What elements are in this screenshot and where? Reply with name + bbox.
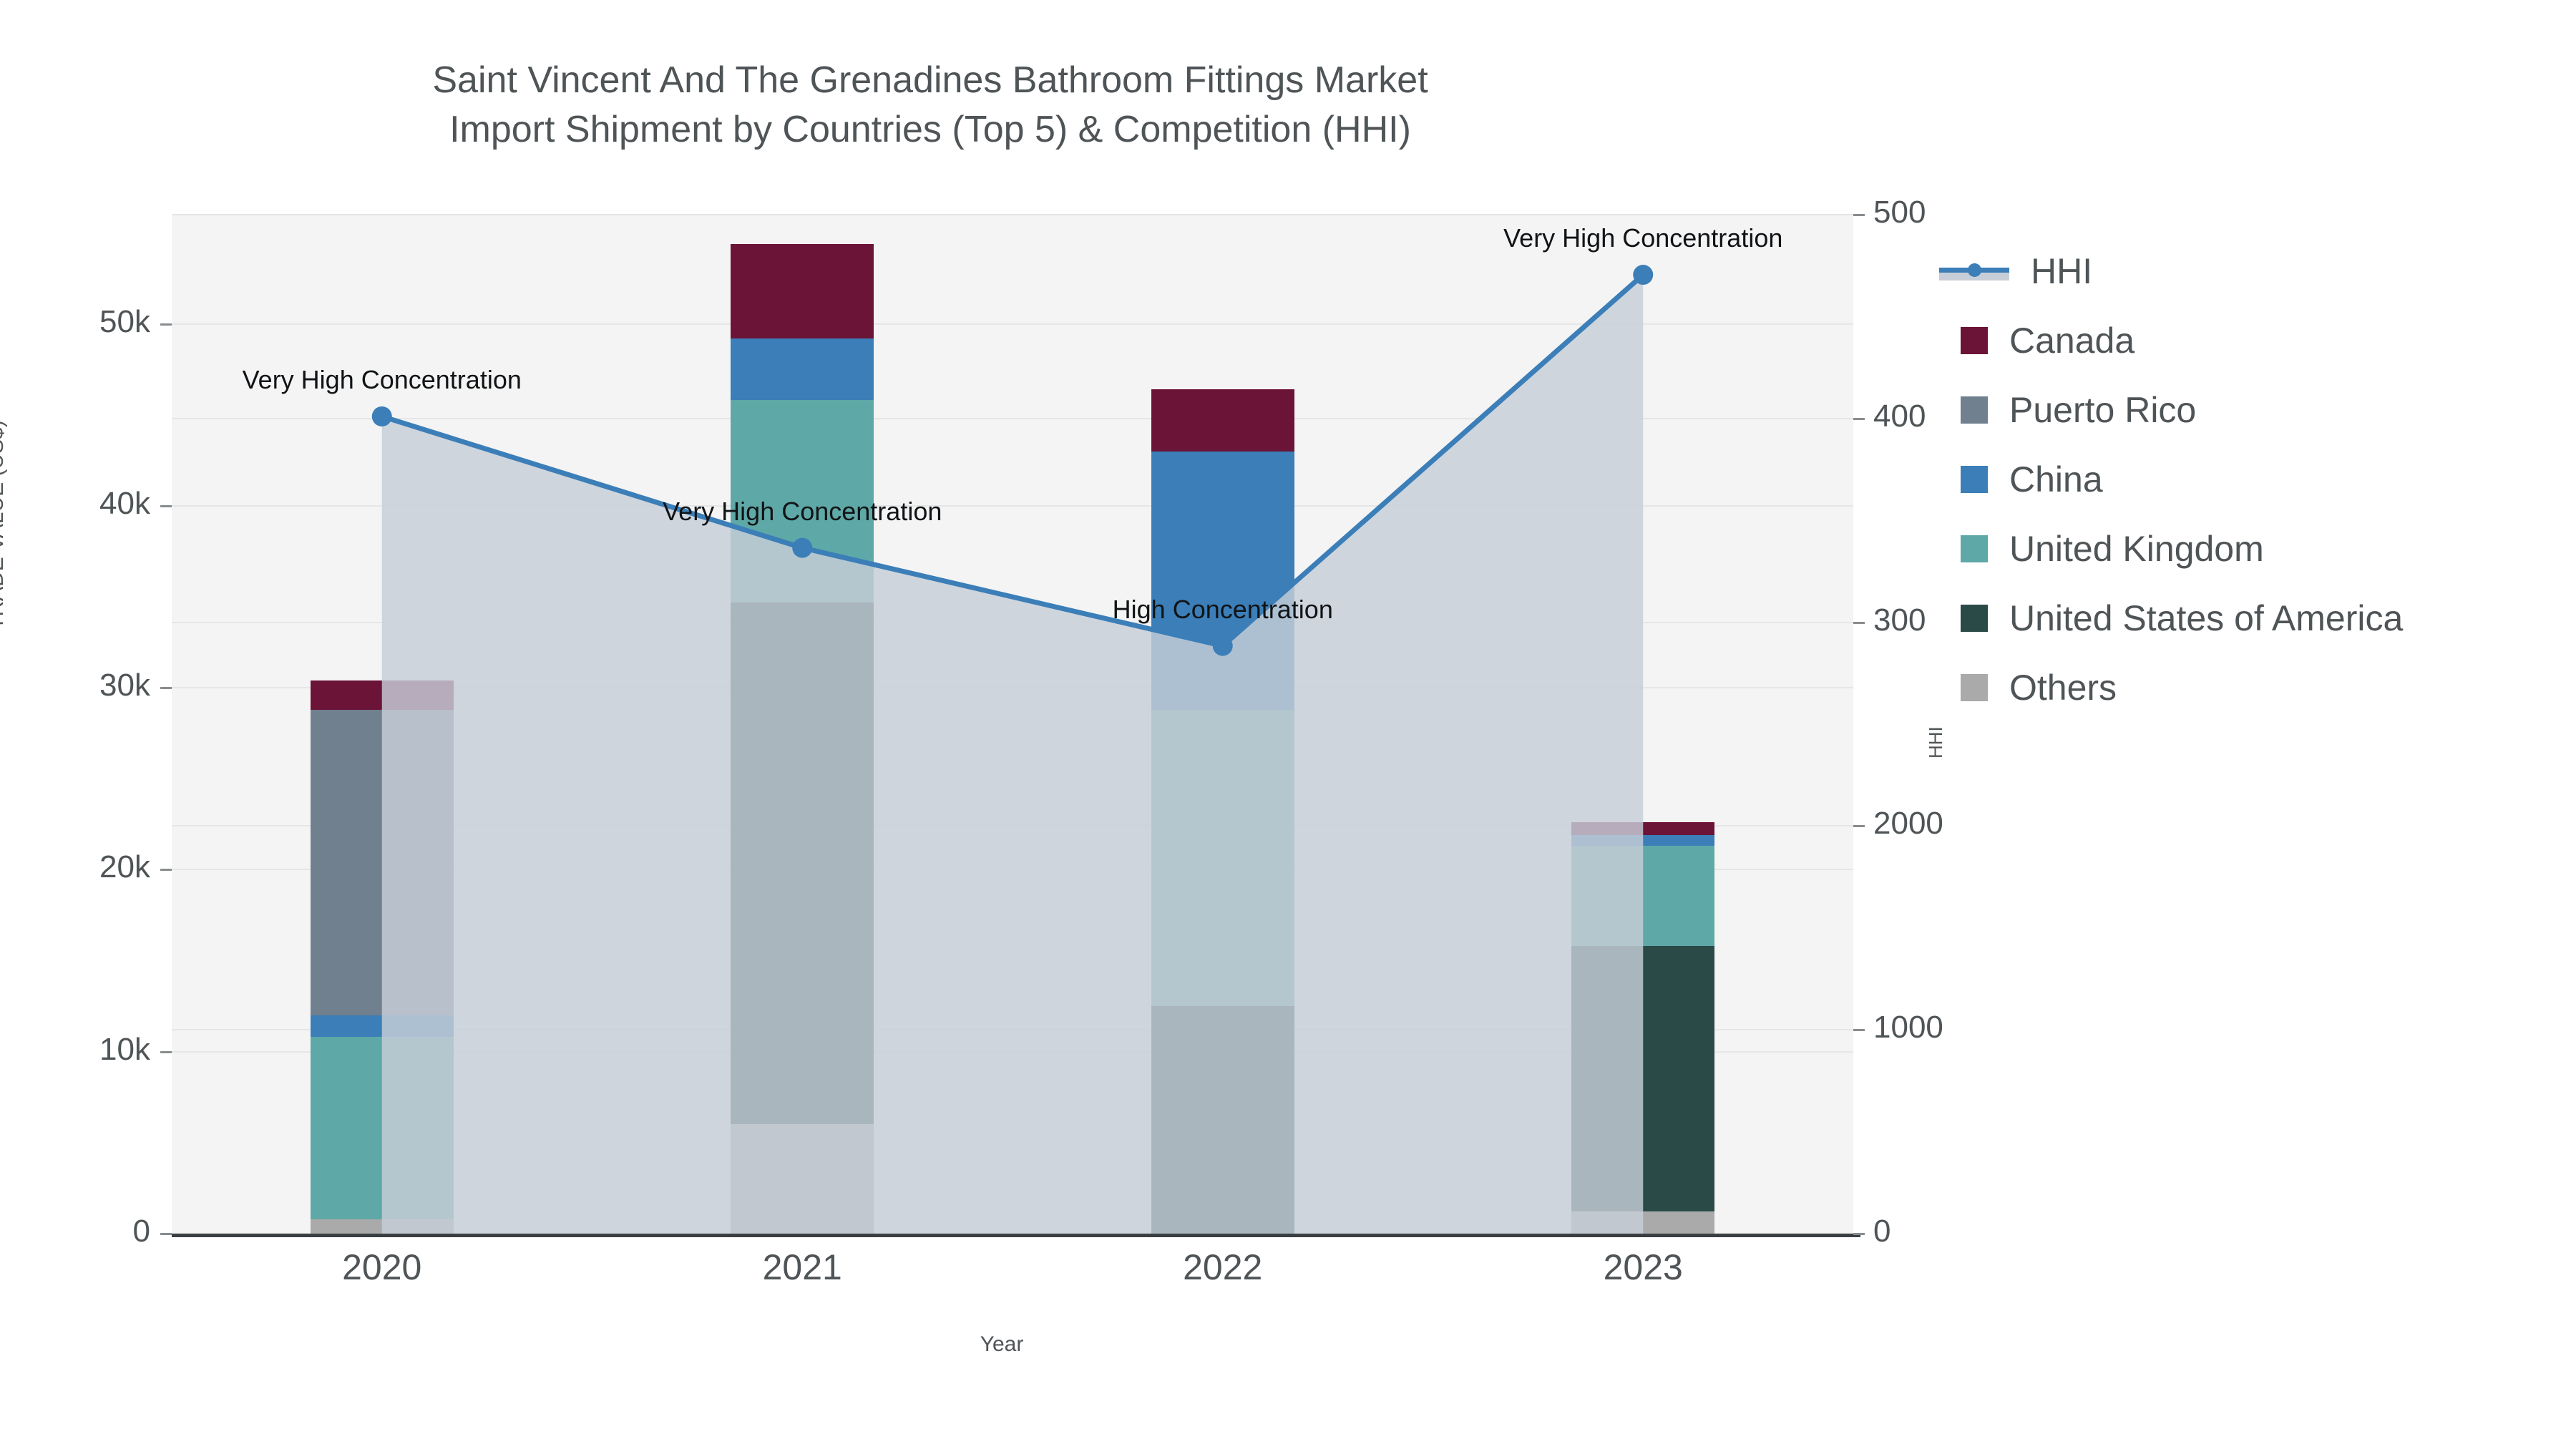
y-tick-label-right: 0 [1873, 1214, 1891, 1249]
y-tick-mark-right [1853, 417, 1865, 420]
bar-segment [1151, 1006, 1294, 1234]
bar-segment [310, 1037, 454, 1219]
legend-swatch-icon [1961, 604, 1988, 632]
gridline [172, 323, 1853, 325]
y-tick-label-left: 40k [99, 485, 150, 521]
page-title: Saint Vincent And The Grenadines Bathroo… [432, 59, 1428, 150]
y-tick-mark-right [1853, 1233, 1865, 1235]
bar-segment [310, 709, 454, 1015]
bar-segment [1571, 1211, 1715, 1234]
y-tick-mark-left [160, 1233, 172, 1235]
bar-segment [310, 1219, 454, 1234]
bar-segment [1151, 389, 1294, 452]
bar-segment [1571, 946, 1715, 1212]
legend-item-label: China [2009, 459, 2103, 499]
y-tick-label-left: 30k [99, 668, 150, 703]
x-tick-label: 2022 [1183, 1247, 1263, 1287]
legend-item-label: United States of America [2009, 597, 2404, 638]
legend-item-label: Puerto Rico [2009, 389, 2197, 430]
y-tick-mark-left [160, 869, 172, 872]
legend-item-label: Others [2009, 667, 2117, 708]
legend-item-china[interactable]: China [1961, 444, 2562, 514]
y-tick-mark-right [1853, 621, 1865, 624]
bar-segment [731, 243, 874, 338]
x-axis-line [172, 1234, 1860, 1237]
y-tick-label-left: 10k [99, 1031, 150, 1067]
legend-item-united-states-of-america[interactable]: United States of America [1961, 583, 2562, 653]
bar-segment [731, 338, 874, 401]
y-tick-mark-right [1853, 1029, 1865, 1032]
y-tick-mark-left [160, 323, 172, 326]
hhi-annotation: Very High Concentration [242, 364, 522, 394]
y-tick-label-right: 500 [1873, 195, 1926, 230]
y-tick-label-left: 0 [132, 1214, 150, 1249]
x-tick-label: 2023 [1603, 1247, 1683, 1287]
y-tick-label-right: 1000 [1873, 1010, 1943, 1045]
legend-item-canada[interactable]: Canada [1961, 306, 2562, 375]
legend-item-others[interactable]: Others [1961, 653, 2562, 722]
y-tick-label-left: 20k [99, 849, 150, 885]
legend-item-label: HHI [2031, 250, 2093, 291]
legend-item-label: United Kingdom [2009, 528, 2264, 569]
legend-swatch-icon [1961, 465, 1988, 493]
y-tick-label-right: 2000 [1873, 806, 1943, 841]
legend-swatch-icon [1961, 396, 1988, 424]
y-tick-label-left: 50k [99, 303, 150, 339]
y-tick-mark-right [1853, 825, 1865, 828]
y-axis-title-left: TRADE VALUE (US$) [0, 420, 8, 630]
legend-line-icon [1939, 258, 2009, 285]
legend-swatch-icon [1961, 326, 1988, 354]
hhi-annotation: Very High Concentration [1503, 223, 1783, 253]
y-axis-title-right: HHI [1925, 726, 1946, 758]
bar-segment [731, 602, 874, 1125]
y-tick-mark-left [160, 1050, 172, 1053]
x-axis-title: Year [980, 1332, 1024, 1356]
hhi-annotation: High Concentration [1112, 594, 1333, 624]
bar-segment [1571, 846, 1715, 947]
y-tick-label-right: 400 [1873, 398, 1926, 434]
gridline [172, 214, 1853, 215]
bar-segment [731, 1124, 874, 1234]
bar-segment [1571, 822, 1715, 836]
x-tick-label: 2020 [342, 1247, 422, 1287]
legend-item-hhi[interactable]: HHI [1939, 236, 2562, 306]
bar-segment [310, 680, 454, 710]
legend-item-united-kingdom[interactable]: United Kingdom [1961, 514, 2562, 583]
legend-item-puerto-rico[interactable]: Puerto Rico [1961, 375, 2562, 444]
x-tick-label: 2021 [762, 1247, 842, 1287]
legend-swatch-icon [1961, 673, 1988, 701]
hhi-annotation: Very High Concentration [663, 496, 942, 526]
y-tick-mark-right [1853, 214, 1865, 216]
y-tick-mark-left [160, 687, 172, 690]
bar-segment [1151, 451, 1294, 710]
legend-item-label: Canada [2009, 320, 2135, 361]
bar-segment [1151, 709, 1294, 1007]
bar-segment [310, 1015, 454, 1038]
y-tick-mark-left [160, 504, 172, 507]
gridline [172, 417, 1853, 419]
legend-swatch-icon [1961, 535, 1988, 562]
bar-segment [1571, 835, 1715, 847]
y-tick-label-right: 300 [1873, 602, 1926, 638]
legend: HHI Canada Puerto Rico China United Kingdom U… [1939, 236, 2562, 722]
